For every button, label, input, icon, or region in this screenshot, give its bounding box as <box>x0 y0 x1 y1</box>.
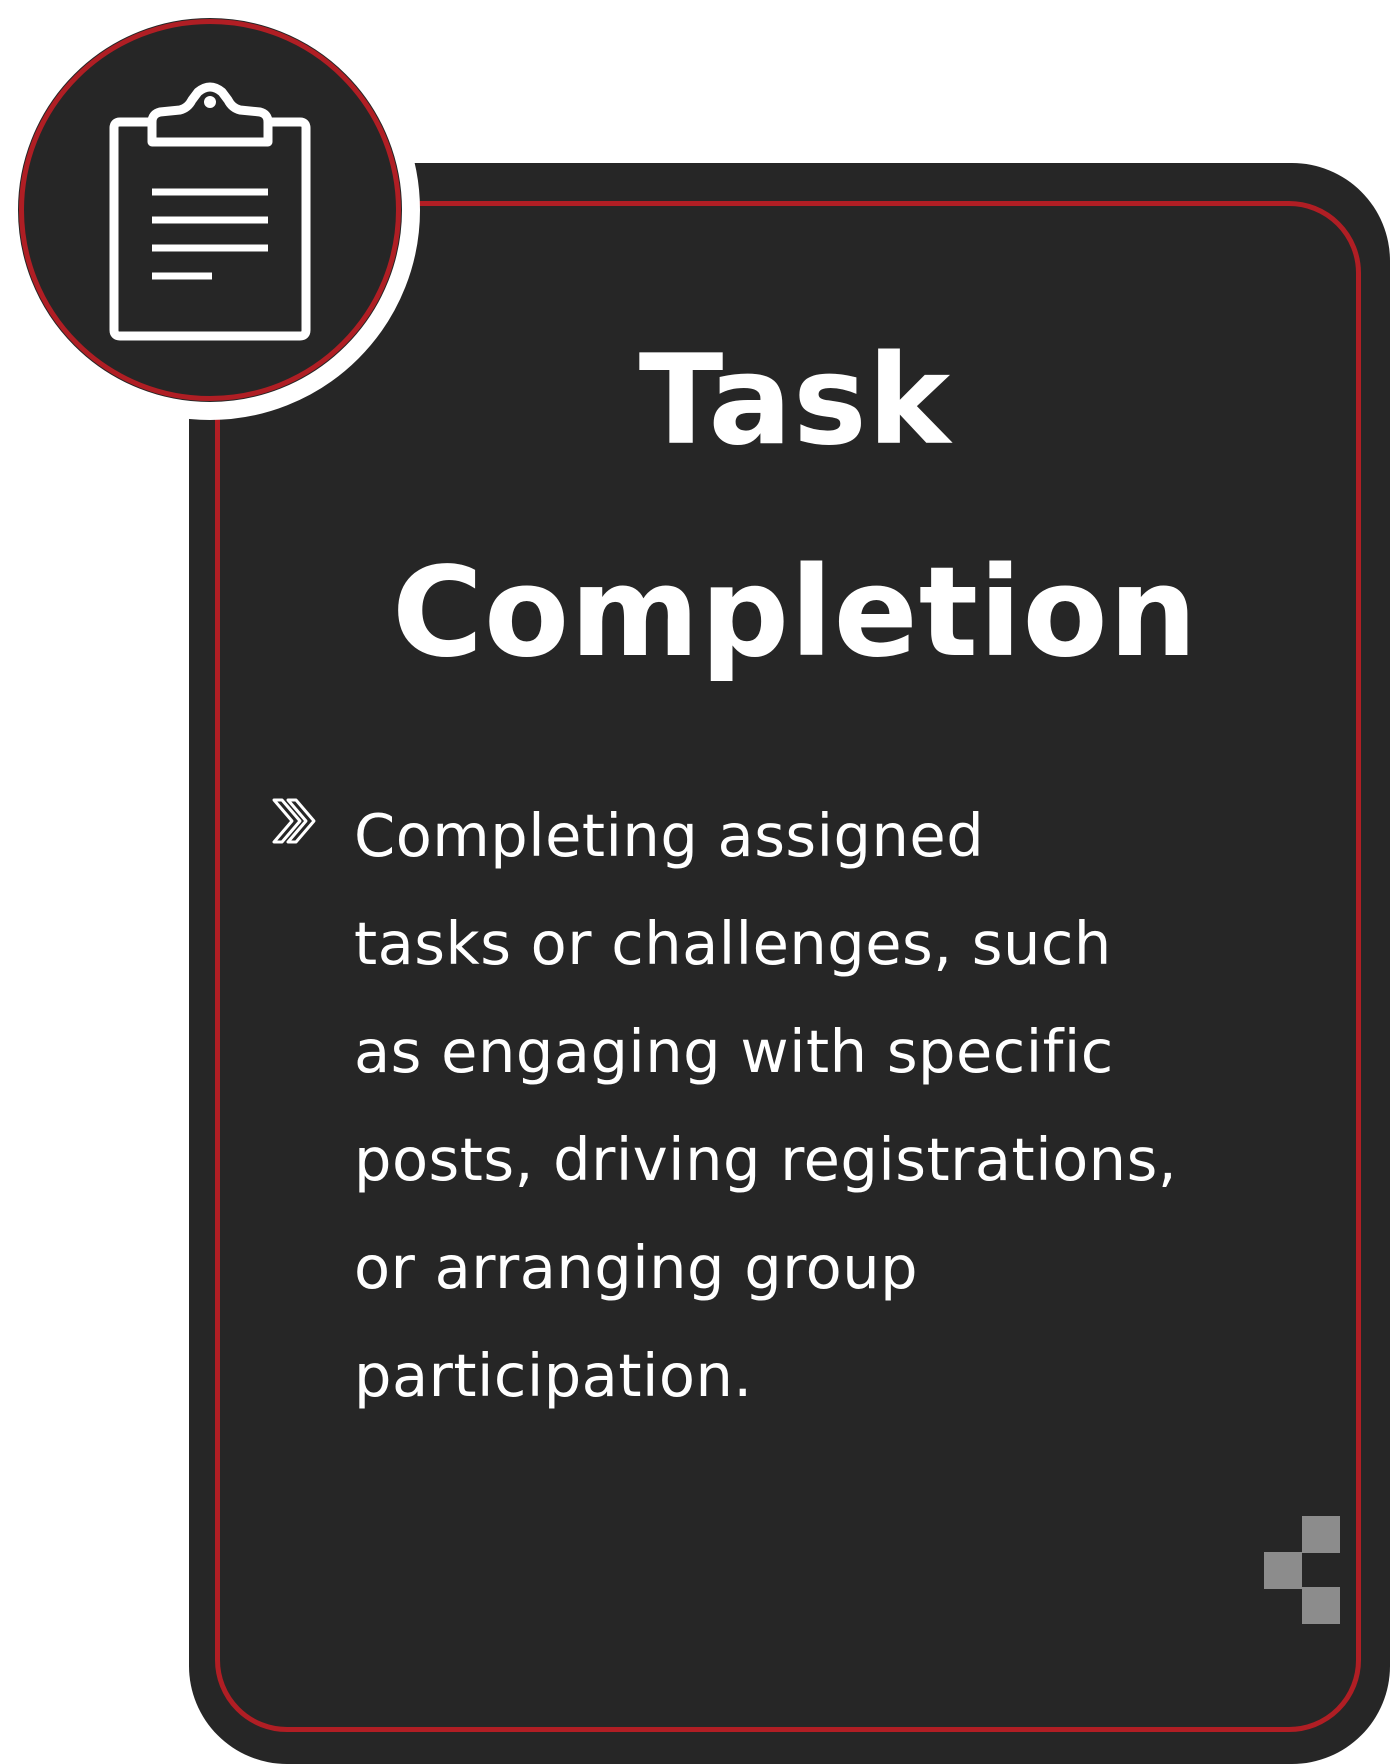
description-line: as engaging with specific <box>354 1017 1114 1086</box>
card-title-line-1: Task <box>638 329 952 473</box>
description-line: or arranging group <box>354 1233 919 1302</box>
description-line: participation. <box>354 1341 753 1410</box>
icon-badge-ring <box>19 19 401 401</box>
task-completion-card <box>189 163 1390 1764</box>
description-line: posts, driving registrations, <box>354 1125 1178 1194</box>
description-line: Completing assigned <box>354 801 985 870</box>
card-title-line-2: Completion <box>391 541 1198 685</box>
pixel-squares-icon <box>1264 1516 1340 1624</box>
card-title: Task Completion <box>300 295 1290 719</box>
description-line: tasks or challenges, such <box>354 909 1112 978</box>
card-red-border <box>215 201 1361 1732</box>
card-description: Completing assigned tasks or challenges,… <box>354 782 1334 1430</box>
icon-badge-ring-wrapper <box>0 0 420 420</box>
double-chevron-right-icon <box>272 798 316 844</box>
clipboard-icon <box>109 82 311 341</box>
